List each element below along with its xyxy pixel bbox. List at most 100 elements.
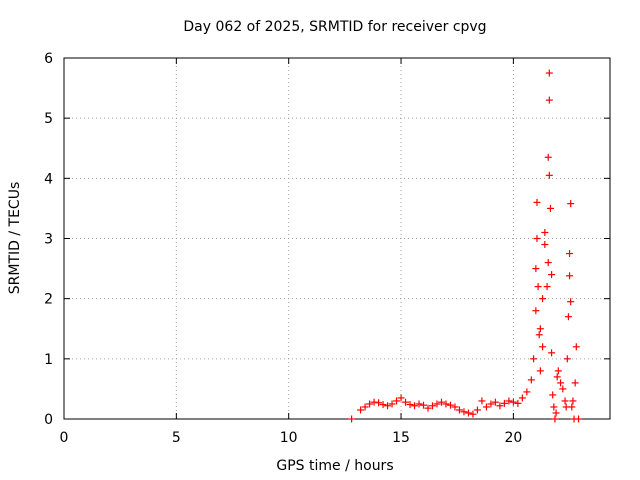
data-point bbox=[534, 283, 542, 291]
data-point bbox=[548, 349, 556, 357]
data-point bbox=[553, 373, 561, 381]
data-point bbox=[415, 400, 423, 408]
y-tick-label: 0 bbox=[44, 412, 53, 428]
data-point bbox=[478, 397, 486, 405]
data-point bbox=[370, 398, 378, 406]
data-point bbox=[509, 398, 517, 406]
data-point bbox=[535, 331, 543, 339]
data-point bbox=[567, 200, 575, 208]
data-point bbox=[566, 272, 574, 280]
data-point bbox=[388, 400, 396, 408]
data-point bbox=[532, 307, 540, 315]
x-axis-label: GPS time / hours bbox=[276, 458, 393, 474]
data-point bbox=[541, 228, 549, 236]
data-point bbox=[514, 399, 522, 407]
data-point bbox=[496, 402, 504, 410]
data-point bbox=[424, 404, 432, 412]
data-point bbox=[536, 325, 544, 333]
data-point bbox=[393, 397, 401, 405]
data-point bbox=[406, 401, 414, 409]
chart-title: Day 062 of 2025, SRMTID for receiver cpv… bbox=[183, 19, 486, 35]
data-point bbox=[523, 388, 531, 396]
data-point bbox=[532, 265, 540, 273]
data-point bbox=[549, 391, 557, 399]
data-point bbox=[460, 408, 468, 416]
data-point bbox=[568, 403, 576, 411]
data-point bbox=[402, 398, 410, 406]
data-point bbox=[545, 171, 553, 179]
data-point bbox=[533, 235, 541, 242]
data-point bbox=[375, 399, 383, 407]
data-point bbox=[379, 401, 387, 409]
data-point bbox=[487, 400, 495, 408]
data-point bbox=[482, 403, 490, 411]
x-tick-label: 0 bbox=[60, 430, 69, 446]
data-point bbox=[451, 403, 459, 411]
data-point bbox=[397, 394, 405, 402]
data-point bbox=[455, 406, 463, 414]
y-tick-label: 5 bbox=[44, 111, 53, 127]
data-point bbox=[464, 409, 472, 417]
data-point bbox=[469, 410, 477, 418]
data-point bbox=[575, 415, 583, 423]
data-point bbox=[543, 283, 551, 291]
data-point bbox=[548, 271, 556, 279]
data-point bbox=[552, 409, 560, 417]
data-points bbox=[348, 69, 583, 423]
data-point bbox=[545, 96, 553, 104]
data-point bbox=[491, 398, 499, 406]
data-point bbox=[536, 367, 544, 375]
data-point bbox=[554, 367, 562, 375]
x-tick-label: 20 bbox=[504, 430, 522, 446]
data-point bbox=[357, 406, 365, 414]
y-tick-label: 1 bbox=[44, 352, 53, 368]
data-point bbox=[557, 379, 565, 387]
axis-ticks: 0 5 10 15 20 0 1 2 3 4 5 6 bbox=[44, 51, 610, 446]
data-point bbox=[564, 313, 572, 321]
data-point bbox=[533, 198, 541, 206]
data-point bbox=[442, 400, 450, 408]
data-point bbox=[500, 399, 508, 407]
data-point bbox=[437, 398, 445, 406]
data-point bbox=[546, 204, 554, 212]
grid bbox=[64, 58, 610, 419]
data-point bbox=[550, 403, 558, 411]
data-point bbox=[569, 397, 577, 405]
data-point bbox=[433, 400, 441, 408]
data-point bbox=[545, 69, 553, 77]
y-tick-label: 3 bbox=[44, 232, 53, 248]
data-point bbox=[420, 401, 428, 409]
data-point bbox=[428, 402, 436, 410]
data-point bbox=[563, 355, 571, 363]
data-point bbox=[518, 394, 526, 402]
data-point bbox=[527, 376, 535, 384]
y-axis-label: SRMTID / TECUs bbox=[7, 182, 23, 295]
x-tick-label: 15 bbox=[392, 430, 410, 446]
data-point bbox=[348, 415, 356, 423]
data-point bbox=[561, 397, 569, 405]
data-point bbox=[384, 402, 392, 410]
data-point bbox=[572, 343, 580, 351]
data-point bbox=[566, 250, 574, 258]
y-tick-label: 2 bbox=[44, 292, 53, 308]
data-point bbox=[567, 298, 575, 306]
data-point bbox=[559, 385, 567, 393]
data-point bbox=[473, 406, 481, 414]
x-tick-label: 5 bbox=[172, 430, 181, 446]
data-point bbox=[571, 379, 579, 387]
data-point bbox=[530, 355, 538, 363]
data-point bbox=[544, 259, 552, 267]
y-tick-label: 4 bbox=[44, 171, 53, 187]
data-point bbox=[411, 402, 419, 410]
data-point bbox=[544, 153, 552, 161]
data-point bbox=[366, 400, 374, 408]
y-tick-label: 6 bbox=[44, 51, 53, 67]
x-tick-label: 10 bbox=[280, 430, 298, 446]
data-point bbox=[446, 401, 454, 409]
data-point bbox=[505, 397, 513, 405]
data-point bbox=[541, 241, 549, 249]
data-point bbox=[539, 343, 547, 351]
data-point bbox=[539, 295, 547, 303]
